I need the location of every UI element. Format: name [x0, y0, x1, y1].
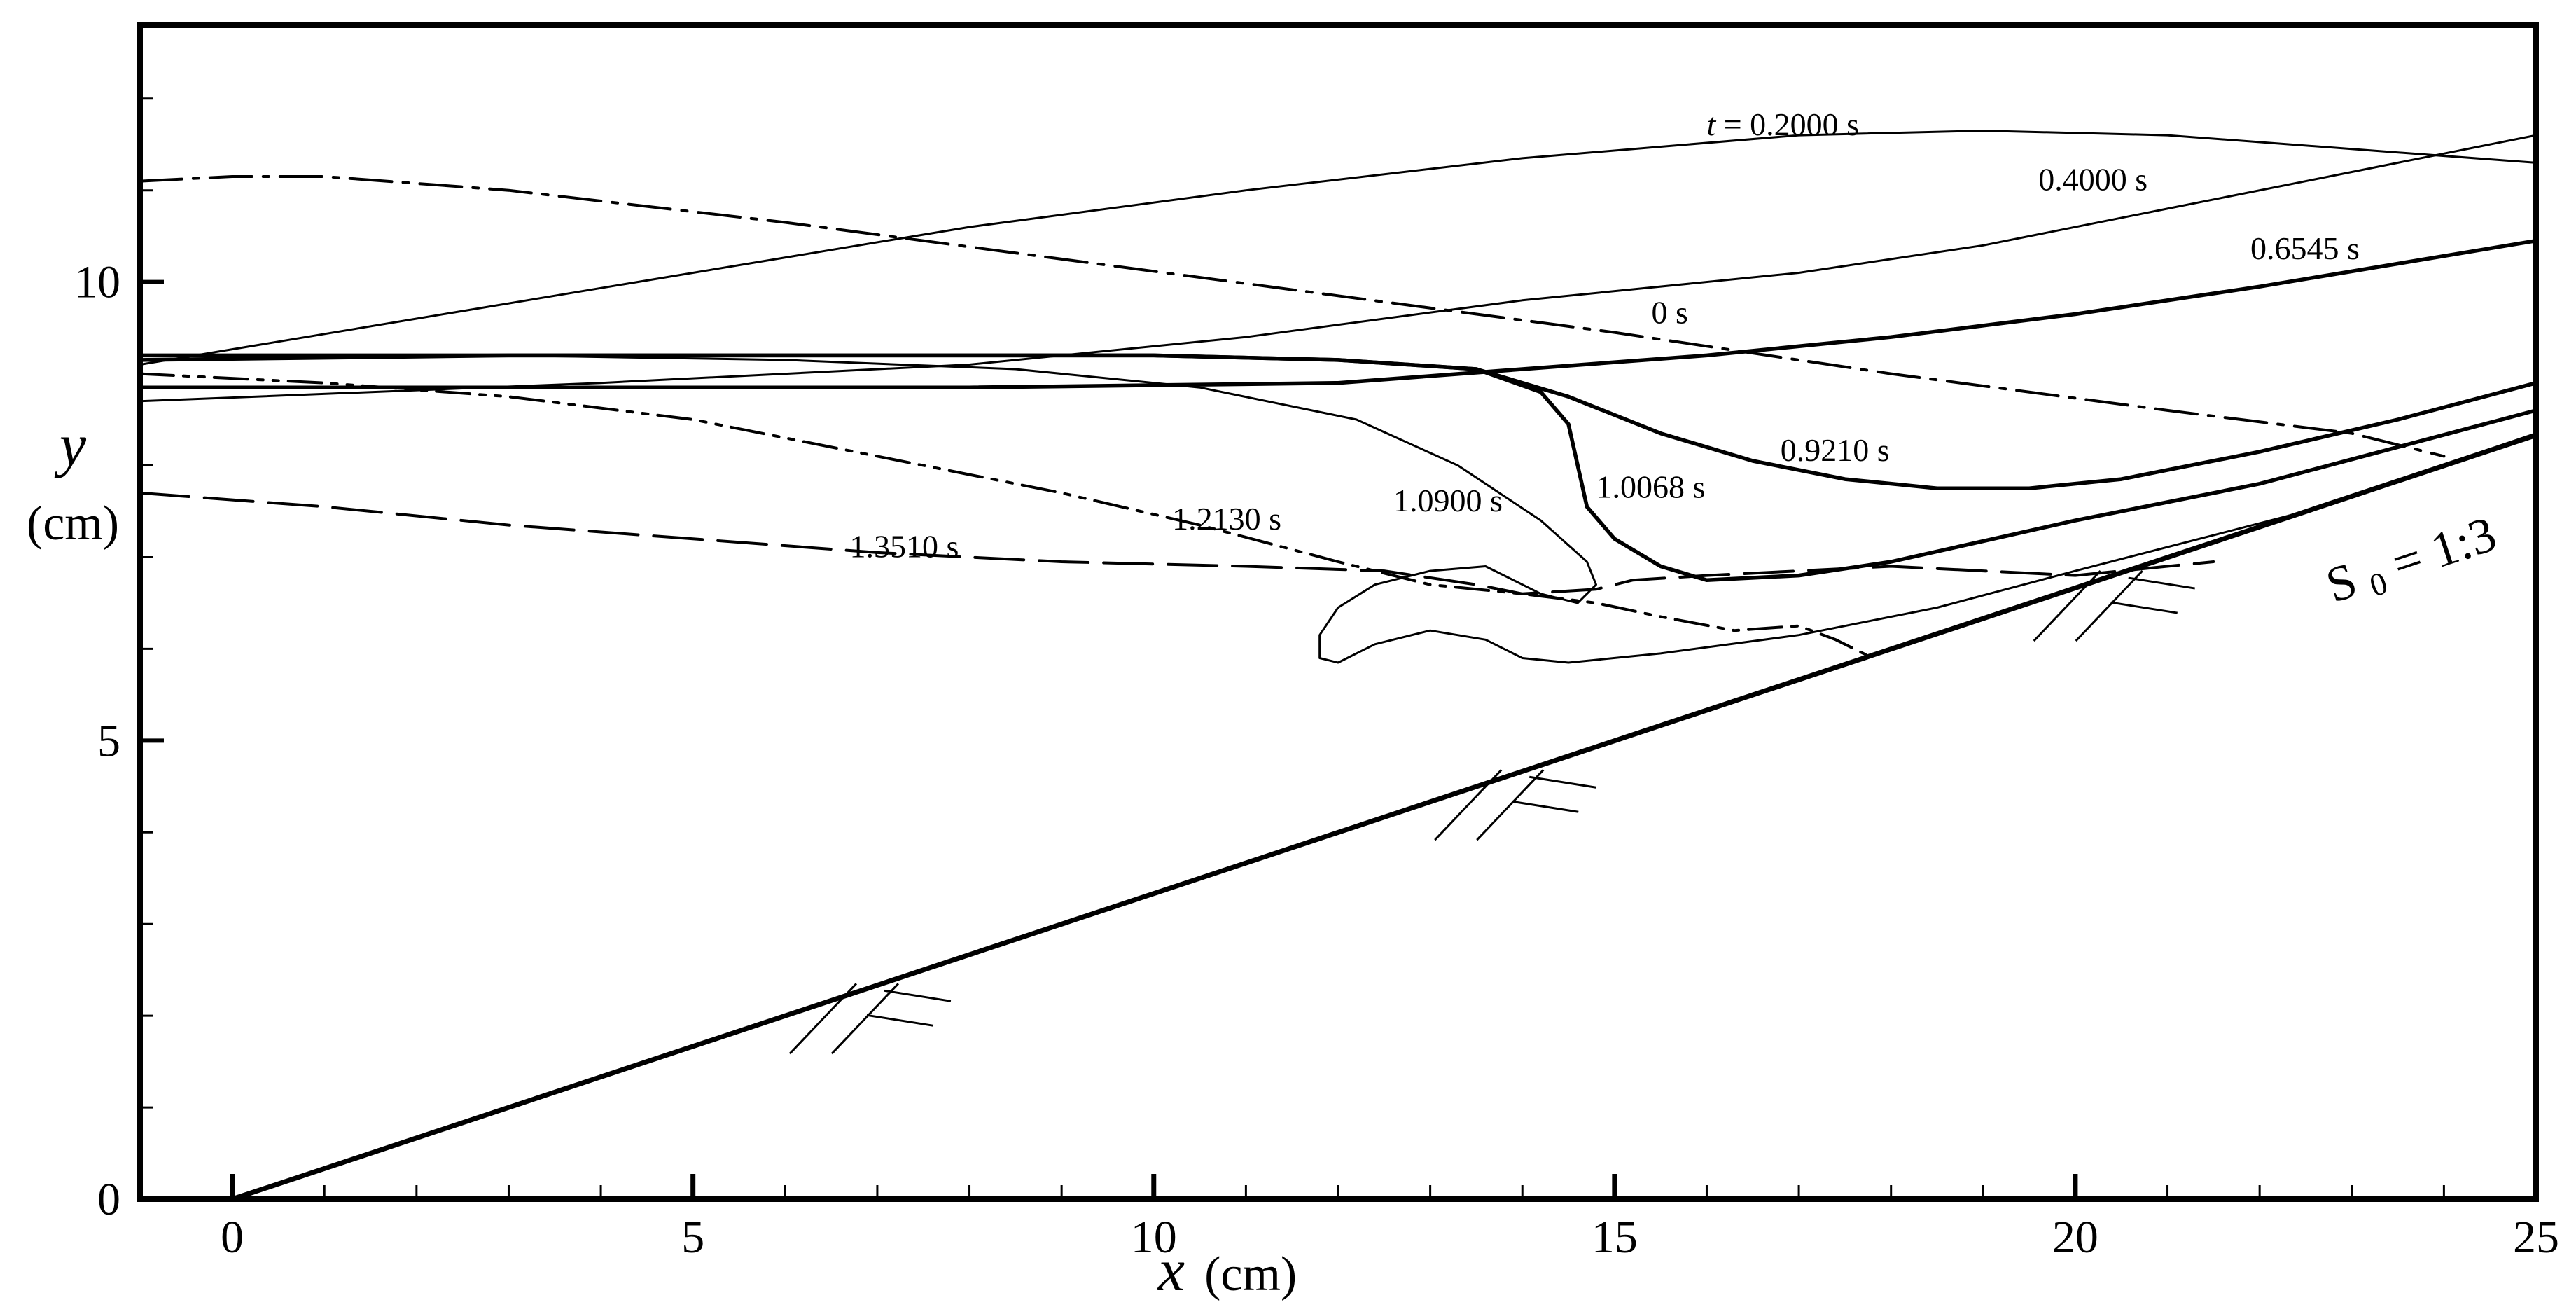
curve-label-7: 1.2130 s: [1172, 501, 1281, 537]
curve-label-8: 1.3510 s: [849, 528, 959, 564]
y-tick-label: 10: [74, 257, 120, 308]
bed-line: [231, 432, 2537, 1202]
curve-label-text: 0 s: [1651, 295, 1687, 331]
curve-label-prefix: t: [1706, 106, 1716, 142]
curve-label-text: 1.3510 s: [849, 528, 959, 564]
bed-layer: [231, 432, 2537, 1202]
hatch-diag-b: [2075, 570, 2143, 642]
hatch-flat-b: [2110, 601, 2178, 614]
hatch-diag-a: [1434, 769, 1503, 841]
y-axis-symbol: y: [54, 411, 87, 478]
curve-label-text: 0.9210 s: [1781, 432, 1890, 468]
hatch-diag-a: [2033, 570, 2101, 642]
hatch-flat-b: [1511, 800, 1579, 813]
x-axis-unit: (cm): [1204, 1247, 1297, 1301]
hatch-mark-2: [2033, 570, 2195, 642]
series-line-5: [138, 353, 2538, 582]
curve-label-5: 1.0068 s: [1596, 469, 1706, 504]
curve-label-1: 0.4000 s: [2038, 162, 2147, 198]
series-line-3: [139, 175, 2446, 458]
hatch-diag-b: [1476, 769, 1545, 841]
slope-label-sub: 0: [2365, 565, 2392, 604]
curve-label-6: 1.0900 s: [1393, 483, 1503, 518]
series-line-2: [138, 238, 2538, 389]
hatch-flat-a: [884, 989, 952, 1002]
curve-label-text: 1.0900 s: [1393, 483, 1503, 518]
series-line-8: [139, 491, 2215, 595]
annotation-layer: t = 0.2000 s 0.4000 s 0.6545 s 0 s 0.9210 s 1…: [849, 106, 2359, 564]
x-tick-label: 0: [221, 1212, 244, 1263]
hatch-flat-a: [2128, 576, 2195, 590]
y-axis-ticks: 0 5 10: [74, 97, 164, 1225]
curve-label-text: = 0.2000 s: [1715, 106, 1859, 142]
hatch-flat-a: [1529, 775, 1596, 789]
hatch-diag-a: [788, 983, 858, 1055]
x-tick-label: 20: [2052, 1212, 2098, 1263]
series-line-0: [139, 130, 2537, 366]
hatch-mark-0: [788, 983, 952, 1055]
curve-label-3: 0 s: [1651, 295, 1687, 331]
curve-label-2: 0.6545 s: [2250, 230, 2360, 266]
x-tick-label: 10: [1131, 1212, 1177, 1263]
curve-label-text: 1.0068 s: [1596, 469, 1706, 504]
x-axis-title: x (cm): [1157, 1236, 1297, 1303]
x-tick-label: 5: [681, 1212, 704, 1263]
hatch-flat-b: [866, 1014, 934, 1027]
curve-label-0: t = 0.2000 s: [1706, 106, 1859, 142]
curve-label-4: 0.9210 s: [1781, 432, 1890, 468]
hatch-layer: [788, 570, 2195, 1055]
series-line-6: [139, 354, 2537, 664]
y-axis-unit: (cm): [27, 497, 119, 551]
curves-layer: [138, 130, 2538, 664]
curve-label-text: 1.2130 s: [1172, 501, 1281, 537]
y-tick-label: 0: [97, 1174, 120, 1225]
hatch-mark-1: [1434, 769, 1596, 841]
series-line-1: [139, 134, 2537, 403]
curve-label-text: 0.6545 s: [2250, 230, 2360, 266]
x-tick-label: 15: [1592, 1212, 1638, 1263]
series-line-7: [139, 372, 1874, 660]
curve-label-text: 0.4000 s: [2038, 162, 2147, 198]
hatch-diag-b: [830, 983, 900, 1055]
x-tick-label: 25: [2513, 1212, 2559, 1263]
x-axis-ticks: 0 5 10 15 20 25: [139, 1174, 2559, 1263]
x-axis-symbol: x: [1157, 1236, 1185, 1303]
y-tick-label: 5: [97, 715, 120, 766]
